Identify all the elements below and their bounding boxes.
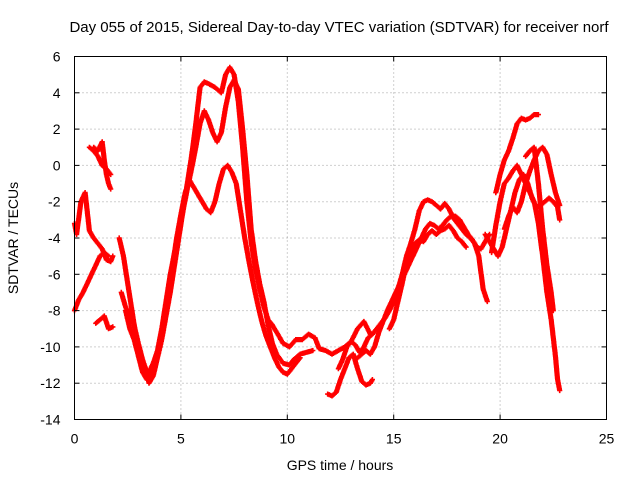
y-axis-label: SDTVAR / TECUs: [5, 182, 21, 294]
y-tick-label: -6: [48, 266, 61, 282]
data-point-markers: [123, 162, 303, 383]
y-tick-labels: -14 -12 -10 -8 -6 -4 -2 0 2 4 6: [40, 49, 607, 428]
chart-title: Day 055 of 2015, Sidereal Day-to-day VTE…: [69, 19, 609, 36]
data-point-markers: [493, 112, 541, 196]
data-point-markers: [325, 351, 375, 399]
series-trace-11: [354, 213, 493, 361]
data-point-markers: [386, 222, 469, 332]
y-tick-label: -8: [48, 303, 61, 319]
data-point-markers: [335, 197, 490, 372]
y-tick-label: 2: [53, 121, 61, 137]
data-point-markers: [93, 313, 116, 332]
data-points: [71, 64, 563, 399]
y-tick-label: -10: [40, 339, 60, 355]
data-point-markers: [523, 144, 556, 314]
series-trace-4: [86, 144, 114, 178]
x-axis-label: GPS time / hours: [287, 457, 394, 473]
series-trace-8: [123, 162, 303, 383]
series-trace-1: [71, 190, 116, 265]
data-point-markers: [489, 162, 563, 394]
data-point-markers: [71, 190, 116, 265]
y-tick-label: -12: [40, 375, 60, 391]
data-point-markers: [86, 144, 114, 178]
x-tick-label: 5: [177, 431, 185, 447]
series-trace-9: [325, 351, 375, 399]
x-tick-label: 15: [386, 431, 402, 447]
y-tick-label: -14: [40, 412, 60, 428]
y-tick-label: 4: [53, 85, 61, 101]
x-tick-label: 25: [599, 431, 615, 447]
data-point-markers: [116, 77, 316, 375]
series-trace-10: [335, 197, 490, 372]
y-tick-label: -4: [48, 230, 61, 246]
x-tick-label: 0: [71, 431, 79, 447]
y-tick-label: 0: [53, 157, 61, 173]
y-tick-label: -2: [48, 194, 61, 210]
y-tick-label: 6: [53, 49, 61, 65]
x-tick-labels: 0 5 10 15 20 25: [71, 56, 615, 447]
x-tick-label: 20: [492, 431, 508, 447]
series-trace-17: [523, 144, 556, 314]
series-trace-15: [493, 112, 541, 196]
series-trace-7: [116, 77, 316, 375]
series-trace-5: [93, 313, 116, 332]
series-trace-6: [118, 64, 373, 386]
series-trace-14: [489, 162, 563, 394]
x-tick-label: 10: [280, 431, 296, 447]
series-trace-12: [386, 222, 469, 332]
data-point-markers: [118, 64, 373, 386]
data-point-markers: [354, 213, 493, 361]
